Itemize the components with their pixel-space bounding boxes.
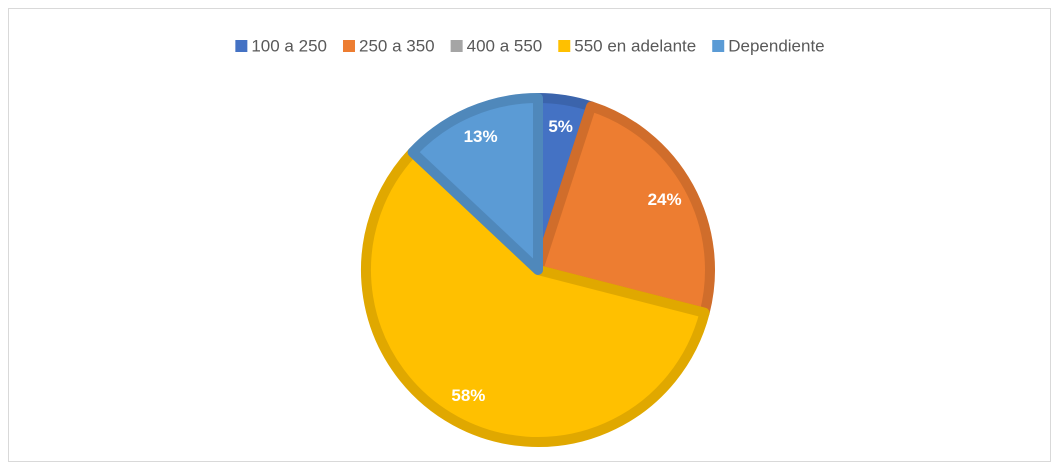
legend-label: Dependiente bbox=[728, 36, 824, 55]
slice-edge bbox=[361, 147, 710, 447]
legend-label: 400 a 550 bbox=[467, 36, 543, 55]
slice-fill bbox=[361, 147, 710, 447]
legend-swatch bbox=[712, 40, 725, 52]
slice-edge bbox=[533, 101, 715, 318]
legend-swatch bbox=[342, 40, 355, 52]
slice-edge bbox=[407, 93, 543, 275]
legend-label: 100 a 250 bbox=[251, 36, 327, 55]
legend-label: 550 en adelante bbox=[574, 36, 696, 55]
legend-swatch bbox=[558, 40, 571, 52]
data-label: 5% bbox=[548, 117, 573, 136]
slice bbox=[533, 101, 715, 318]
slice-fill bbox=[533, 101, 715, 318]
legend-swatch bbox=[450, 40, 463, 52]
slice bbox=[407, 93, 543, 275]
legend-swatch bbox=[235, 40, 248, 52]
legend-label: 250 a 350 bbox=[359, 36, 435, 55]
slice bbox=[361, 147, 710, 447]
data-label: 13% bbox=[464, 127, 498, 146]
data-label: 24% bbox=[648, 190, 682, 209]
slice-fill bbox=[407, 93, 543, 275]
data-label: 58% bbox=[451, 386, 485, 405]
